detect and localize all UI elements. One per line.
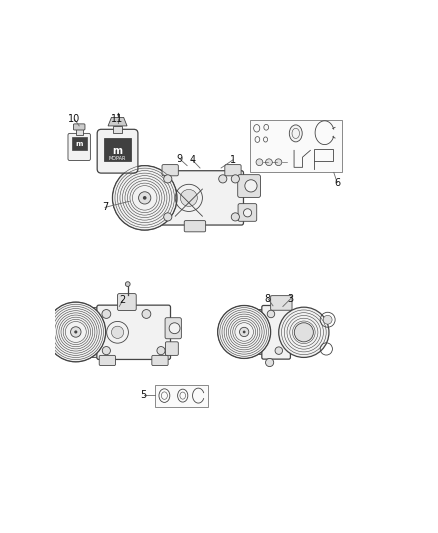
Bar: [250, 120, 342, 172]
Circle shape: [71, 327, 81, 337]
Circle shape: [265, 159, 272, 166]
FancyBboxPatch shape: [238, 204, 257, 221]
FancyBboxPatch shape: [271, 296, 292, 310]
Circle shape: [157, 346, 165, 354]
Text: 4: 4: [189, 155, 195, 165]
Circle shape: [138, 192, 151, 204]
Circle shape: [180, 189, 197, 206]
FancyBboxPatch shape: [238, 175, 261, 197]
Bar: [76, 129, 83, 135]
Circle shape: [323, 316, 332, 324]
Bar: [155, 385, 208, 407]
Circle shape: [265, 358, 274, 367]
Circle shape: [164, 213, 172, 221]
FancyBboxPatch shape: [165, 318, 181, 339]
FancyBboxPatch shape: [74, 124, 85, 130]
FancyBboxPatch shape: [97, 130, 138, 173]
Text: 9: 9: [177, 154, 183, 164]
Circle shape: [169, 323, 180, 334]
FancyBboxPatch shape: [184, 221, 205, 232]
Text: 8: 8: [265, 294, 271, 304]
FancyBboxPatch shape: [166, 342, 178, 356]
Circle shape: [240, 327, 249, 337]
Circle shape: [279, 307, 329, 358]
Circle shape: [143, 196, 147, 200]
Circle shape: [164, 175, 172, 183]
Text: 3: 3: [288, 294, 294, 304]
Bar: [72, 138, 87, 150]
Bar: [251, 310, 264, 354]
Circle shape: [113, 166, 177, 230]
Circle shape: [243, 330, 246, 333]
FancyBboxPatch shape: [162, 165, 178, 176]
Circle shape: [74, 330, 78, 334]
Circle shape: [231, 213, 240, 221]
Bar: [154, 180, 166, 216]
Text: m: m: [75, 141, 83, 147]
Bar: [113, 126, 122, 133]
Text: 5: 5: [141, 391, 147, 400]
FancyBboxPatch shape: [152, 356, 168, 366]
Text: MOPAR: MOPAR: [109, 156, 126, 160]
Circle shape: [142, 310, 151, 318]
Circle shape: [256, 159, 263, 166]
Circle shape: [245, 180, 257, 192]
FancyBboxPatch shape: [68, 133, 90, 160]
Circle shape: [219, 175, 227, 183]
Text: 1: 1: [230, 155, 236, 165]
Circle shape: [275, 347, 283, 354]
Circle shape: [231, 175, 240, 183]
Polygon shape: [108, 117, 127, 126]
Bar: [83, 306, 98, 357]
Circle shape: [294, 323, 313, 342]
Ellipse shape: [290, 125, 302, 142]
Text: 10: 10: [68, 114, 81, 124]
Circle shape: [218, 305, 271, 358]
FancyBboxPatch shape: [262, 305, 290, 359]
Circle shape: [46, 302, 106, 362]
Circle shape: [102, 346, 110, 354]
Text: 11: 11: [111, 114, 124, 124]
Text: 7: 7: [102, 203, 108, 212]
Text: m: m: [113, 147, 123, 156]
Text: 6: 6: [334, 177, 340, 188]
Circle shape: [275, 159, 282, 166]
Bar: [314, 149, 333, 160]
Circle shape: [125, 282, 130, 286]
FancyBboxPatch shape: [117, 294, 136, 311]
Text: 2: 2: [120, 295, 126, 305]
FancyBboxPatch shape: [97, 305, 170, 359]
Circle shape: [267, 310, 275, 318]
FancyBboxPatch shape: [99, 356, 116, 366]
Circle shape: [111, 326, 124, 338]
Bar: [104, 139, 131, 160]
FancyBboxPatch shape: [225, 165, 241, 176]
Circle shape: [102, 310, 111, 318]
Circle shape: [244, 209, 251, 217]
FancyBboxPatch shape: [159, 171, 244, 225]
